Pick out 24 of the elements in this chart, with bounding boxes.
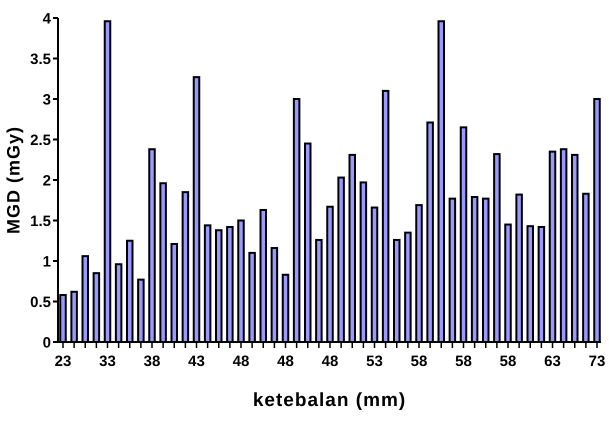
y-tick-label: 4 [42, 10, 52, 28]
x-tick-label: 48 [232, 353, 250, 370]
y-tick-label: 3.5 [30, 50, 51, 68]
x-tick-label: 38 [144, 353, 160, 370]
x-tick-label: 43 [188, 353, 205, 370]
y-tick-label: 0 [42, 334, 51, 352]
y-tick-label: 0.5 [30, 294, 51, 311]
y-tick-label: 2 [42, 172, 51, 190]
x-tick-label: 33 [99, 353, 116, 370]
y-axis-title: MGD (mGy) [3, 126, 24, 234]
y-tick-label: 3 [42, 91, 51, 108]
x-tick-label: 58 [410, 353, 428, 370]
x-axis-title: ketebalan (mm) [252, 390, 406, 411]
y-tick-label: 1 [42, 253, 51, 270]
x-tick-label: 53 [366, 353, 383, 370]
y-tick-label: 1.5 [30, 212, 51, 230]
x-tick-label: 48 [322, 353, 338, 370]
x-tick-label: 73 [588, 353, 606, 370]
x-tick-label: 48 [277, 353, 294, 370]
x-tick-label: 63 [544, 353, 561, 370]
y-tick-label: 2.5 [30, 132, 51, 149]
x-tick-label: 23 [54, 353, 72, 370]
x-tick-label: 58 [500, 353, 516, 370]
x-tick-label: 58 [455, 353, 472, 370]
